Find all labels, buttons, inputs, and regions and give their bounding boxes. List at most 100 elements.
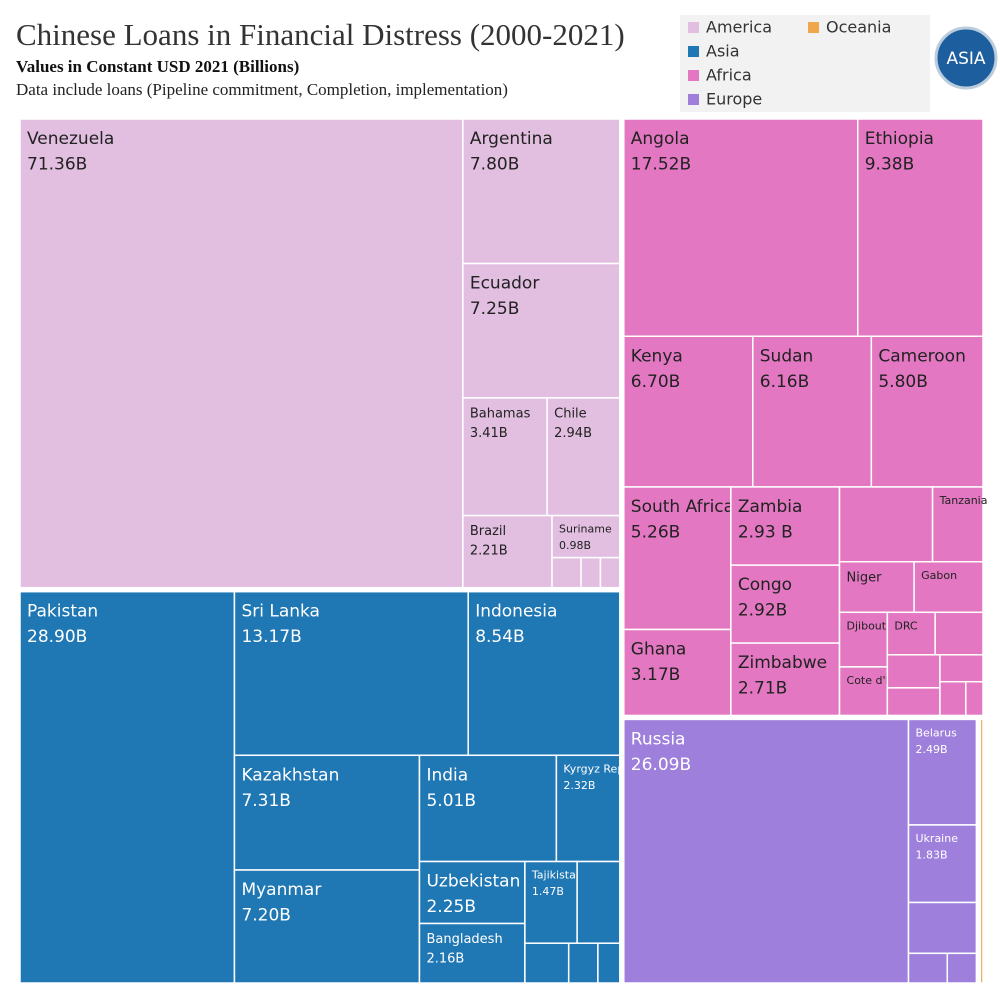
cell [19, 590, 236, 984]
cell [551, 514, 621, 559]
cell-label: Belarus [916, 726, 958, 739]
cell-label: Kenya [631, 346, 683, 366]
cell [551, 556, 582, 589]
cell [580, 556, 602, 589]
value-label: 5.26B [631, 522, 681, 542]
cell [623, 486, 732, 631]
cell-label: Indonesia [475, 602, 557, 622]
cell [979, 718, 984, 984]
legend-swatch [688, 22, 699, 33]
cell [418, 860, 526, 925]
value-label: 2.94B [554, 426, 592, 441]
cell [418, 754, 558, 863]
cell-label: Gabon [921, 569, 957, 582]
legend-swatch [808, 22, 819, 33]
cell-label: Angola [631, 129, 690, 149]
legend-label: America [706, 18, 772, 37]
cell-label: Ukraine [916, 832, 959, 845]
cell [730, 486, 841, 566]
value-label: 7.20B [241, 906, 291, 926]
cell-label: Chile [554, 406, 587, 421]
cell [462, 262, 621, 399]
cell [567, 942, 599, 984]
value-label: 5.01B [426, 791, 476, 811]
cell [931, 486, 984, 563]
cell [886, 687, 941, 717]
cell [546, 397, 621, 517]
cell-label: Niger [847, 570, 883, 585]
cell [467, 590, 621, 757]
cell-label: Suriname [559, 523, 612, 536]
cell [838, 611, 889, 668]
value-label: 7.80B [470, 155, 520, 175]
cell-label: Zimbabwe [738, 653, 827, 673]
chart-title: Chinese Loans in Financial Distress (200… [16, 17, 625, 52]
value-label: 9.38B [865, 155, 915, 175]
value-label: 2.16B [426, 952, 464, 967]
cell [939, 680, 967, 717]
cell-label: Uzbekistan [426, 872, 520, 892]
cell [946, 952, 978, 984]
legend-label: Europe [706, 90, 762, 109]
cell-label: Kazakhstan [241, 765, 339, 785]
cell [752, 335, 873, 488]
cell-label: Ecuador [470, 274, 539, 294]
cell [965, 680, 984, 717]
cell [870, 335, 984, 488]
cell-label: India [426, 765, 468, 785]
legend-box [680, 15, 930, 112]
cell-label: Ghana [631, 640, 687, 660]
value-label: 2.21B [470, 544, 508, 559]
cell [907, 901, 978, 955]
cell [576, 860, 621, 944]
cell-label: DRC [894, 619, 918, 632]
value-label: 2.49B [916, 743, 948, 756]
value-label: 7.25B [470, 299, 520, 319]
legend-label: Africa [706, 66, 752, 85]
cell [524, 942, 570, 984]
cell-label: Zambia [738, 497, 803, 517]
value-label: 0.98B [559, 539, 591, 552]
cell [838, 666, 889, 717]
value-label: 2.32B [563, 779, 595, 792]
value-label: 7.31B [241, 791, 291, 811]
logo-text: ASIA [946, 49, 985, 69]
cell [886, 654, 941, 689]
value-label: 6.16B [760, 372, 810, 392]
cell [623, 118, 859, 338]
value-label: 6.70B [631, 372, 681, 392]
cell [418, 922, 526, 984]
cell [907, 952, 949, 984]
cell [838, 561, 915, 614]
cell [599, 556, 621, 589]
cell [838, 486, 934, 563]
cell-label: South Africa [631, 497, 734, 517]
cell-label: Ethiopia [865, 129, 934, 149]
value-label: 2.25B [426, 897, 476, 917]
cell-label: Djibouti [847, 619, 890, 632]
cell-label: Venezuela [27, 129, 114, 149]
cell-label: Sri Lanka [241, 602, 320, 622]
legend-swatch [688, 94, 699, 105]
value-label: 17.52B [631, 155, 691, 175]
cell [730, 642, 841, 717]
cell-label: Myanmar [241, 880, 321, 900]
chart-subtitle: Values in Constant USD 2021 (Billions) [16, 57, 299, 76]
cell-label: Argentina [470, 129, 553, 149]
cell-label: Tanzania [939, 494, 988, 507]
cell-label: Sudan [760, 346, 814, 366]
logo [934, 26, 998, 90]
cell [233, 869, 421, 984]
cell [856, 118, 984, 338]
chart-note: Data include loans (Pipeline commitment,… [16, 80, 508, 99]
legend-swatch [688, 70, 699, 81]
cell-label: Bahamas [470, 406, 531, 421]
cell [913, 561, 984, 614]
value-label: 3.41B [470, 426, 508, 441]
value-label: 1.83B [916, 848, 948, 861]
cell-label: Congo [738, 575, 792, 595]
cell [886, 611, 936, 656]
cell [597, 942, 621, 984]
value-label: 2.71B [738, 679, 788, 699]
